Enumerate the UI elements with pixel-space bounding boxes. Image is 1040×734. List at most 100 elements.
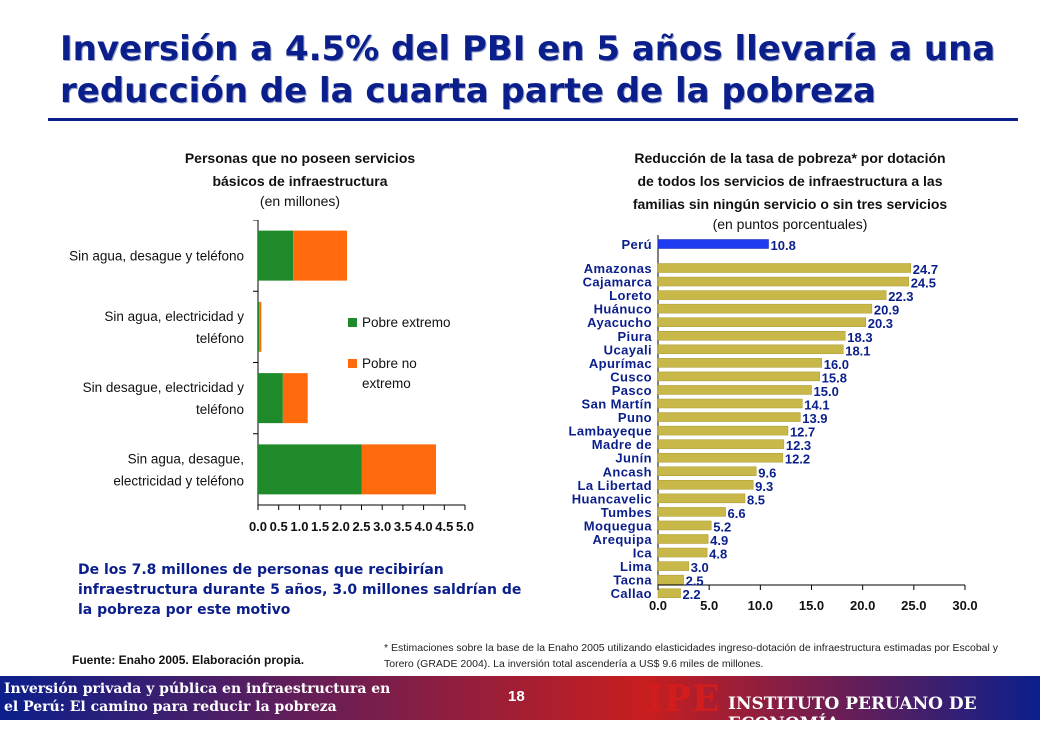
right-chart-value-label: 24.7 <box>913 262 938 277</box>
right-chart-value-label: 24.5 <box>911 276 936 291</box>
right-chart-bar <box>657 452 784 463</box>
right-chart-value-label: 15.8 <box>822 370 847 385</box>
right-chart-value-label: 15.0 <box>814 384 839 399</box>
title-underline <box>48 118 1018 121</box>
right-chart-category-label: Callao <box>611 586 652 601</box>
right-chart-bar <box>657 588 681 598</box>
right-chart-value-label: 12.3 <box>786 438 811 453</box>
right-chart-category-label: Madre de <box>592 437 652 452</box>
right-chart-bar <box>657 263 912 273</box>
left-chart-legend-label: Pobre extremo <box>362 315 451 330</box>
left-chart-x-tick-label: 3.5 <box>394 519 412 534</box>
left-chart-bar-no-extremo <box>361 444 437 495</box>
right-chart-category-label: Puno <box>618 410 652 425</box>
right-chart-bar <box>657 239 769 249</box>
right-chart-bar <box>657 385 812 395</box>
right-chart-value-label: 8.5 <box>747 492 765 507</box>
right-chart-heading: Reducción de la tasa de pobreza* por dot… <box>560 147 1020 232</box>
left-chart-x-tick-label: 4.0 <box>415 519 433 534</box>
right-chart-value-label: 22.3 <box>888 289 913 304</box>
right-chart-category-label: Amazonas <box>584 261 652 276</box>
right-chart-bar <box>657 520 712 531</box>
right-chart-bar <box>657 290 887 300</box>
right-chart-x-tick-label: 25.0 <box>901 598 926 613</box>
slide-title-line-2: reducción de la cuarta parte de la pobre… <box>60 71 876 111</box>
left-chart-x-tick-label: 3.0 <box>373 519 391 534</box>
left-chart-legend-label: extremo <box>362 376 411 391</box>
right-chart-x-tick-label: 5.0 <box>700 598 718 613</box>
right-chart-value-label: 4.8 <box>709 547 727 562</box>
left-chart-x-tick-label: 0.0 <box>249 519 267 534</box>
right-chart-bar <box>657 371 820 382</box>
summary-note: De los 7.8 millones de personas que reci… <box>78 562 522 618</box>
right-chart-value-label: 13.9 <box>802 411 827 426</box>
right-chart-bar <box>657 303 873 314</box>
footer-caption-line-2: el Perú: El camino para reducir la pobre… <box>4 699 337 715</box>
left-chart-heading: Personas que no poseen servicios básicos… <box>120 147 480 209</box>
left-chart-legend-swatch <box>348 318 357 327</box>
right-chart-value-label: 5.2 <box>713 519 731 534</box>
right-chart-category-label: Moquegua <box>584 518 653 533</box>
left-chart-bar-no-extremo <box>293 230 348 281</box>
right-chart-category-label: Pasco <box>612 383 652 398</box>
right-chart-category-label: Arequipa <box>592 532 652 547</box>
left-chart-category-label: Sin agua, desague, <box>128 451 244 466</box>
left-chart-legend-swatch <box>348 359 357 368</box>
left-chart-title-line-2: básicos de infraestructura <box>212 173 388 189</box>
right-chart-value-label: 14.1 <box>804 398 829 413</box>
right-chart-category-label: Ayacucho <box>587 315 652 330</box>
right-chart-category-label: Cajamarca <box>583 275 653 290</box>
right-chart-bar <box>657 574 684 585</box>
right-chart-bar <box>657 493 746 504</box>
right-chart-title-line-3: familias sin ningún servicio o sin tres … <box>632 196 948 212</box>
right-chart-category-label: Ancash <box>603 464 652 479</box>
right-chart-bar <box>657 561 689 571</box>
right-chart-bar <box>657 425 789 436</box>
right-chart-bar <box>657 534 709 544</box>
right-chart-category-label: Cusco <box>610 369 652 384</box>
right-chart-value-label: 6.6 <box>728 506 746 521</box>
right-chart-value-label: 16.0 <box>824 357 849 372</box>
left-chart-title-line-1: Personas que no poseen servicios <box>184 150 416 166</box>
left-chart-category-label: electricidad y teléfono <box>113 473 244 488</box>
right-chart-value-label: 18.3 <box>847 330 872 345</box>
right-chart-category-label: La Libertad <box>578 478 652 493</box>
right-chart-category-label: Loreto <box>609 288 652 303</box>
left-chart-x-tick-label: 0.5 <box>270 519 288 534</box>
footer-caption-line-1: Inversión privada y pública en infraestr… <box>4 681 391 697</box>
right-chart-bar <box>657 439 785 449</box>
right-chart-bar <box>657 466 757 476</box>
right-chart-bar <box>657 331 846 341</box>
right-chart-value-label: 20.3 <box>868 316 893 331</box>
left-chart-x-tick-label: 5.0 <box>456 519 474 534</box>
footer-caption: Inversión privada y pública en infraestr… <box>4 680 424 716</box>
right-chart-value-label: 20.9 <box>874 303 899 318</box>
right-chart-category-label: Perú <box>621 237 652 252</box>
right-chart-bar <box>657 358 822 368</box>
left-chart-category-label: Sin agua, desague y teléfono <box>69 249 244 264</box>
left-chart-bar-extremo <box>258 230 294 281</box>
right-chart-value-label: 12.7 <box>790 425 815 440</box>
right-chart-bar <box>657 412 801 422</box>
ipe-logo: IPE <box>646 678 721 720</box>
source-note: Fuente: Enaho 2005. Elaboración propia. <box>72 653 305 667</box>
right-chart-category-label: Tumbes <box>601 505 652 520</box>
slide-title-line-1: Inversión a 4.5% del PBI en 5 años lleva… <box>60 29 996 69</box>
left-chart-bar-extremo <box>258 444 362 495</box>
right-chart-category-label: Lima <box>620 559 652 574</box>
left-chart-category-label: Sin desague, electricidad y <box>83 380 245 395</box>
left-chart-subtitle: (en millones) <box>259 193 341 209</box>
page-number: 18 <box>508 688 525 705</box>
right-chart-value-label: 10.8 <box>771 238 796 253</box>
left-chart-bar-extremo <box>258 301 260 352</box>
right-chart-title-line-2: de todos los servicios de infraestructur… <box>637 173 943 189</box>
right-chart-value-label: 2.2 <box>683 587 701 602</box>
left-chart-category-label: Sin agua, electricidad y <box>104 309 244 324</box>
left-chart-legend-label: Pobre no <box>362 356 417 371</box>
right-chart-value-label: 4.9 <box>710 533 728 548</box>
right-chart-bar <box>657 547 708 558</box>
right-chart-value-label: 9.6 <box>758 465 776 480</box>
left-chart-x-tick-label: 1.0 <box>290 519 308 534</box>
right-chart-x-tick-label: 30.0 <box>952 598 977 613</box>
left-chart-bar-extremo <box>258 373 283 424</box>
